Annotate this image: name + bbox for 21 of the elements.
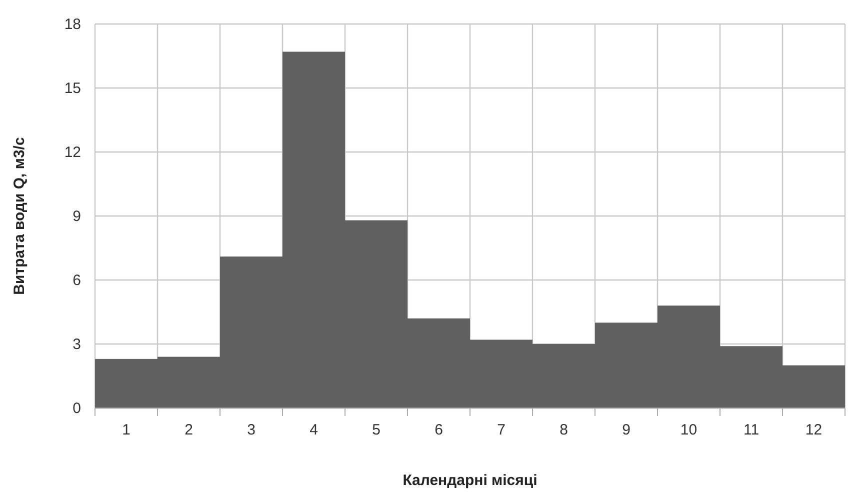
x-tick-label: 8 (560, 422, 568, 439)
x-tick-label: 7 (497, 422, 506, 439)
x-tick-label: 4 (310, 422, 318, 439)
x-tick-label: 1 (122, 422, 130, 439)
y-tick-label: 15 (64, 80, 81, 97)
y-axis-title: Витрата води Q, м3/с (11, 137, 28, 295)
x-tick-label: 5 (372, 422, 380, 439)
x-tick-label: 3 (247, 422, 256, 439)
x-tick-label: 12 (805, 422, 822, 439)
y-tick-label: 9 (72, 208, 81, 225)
y-tick-label: 3 (72, 336, 81, 353)
x-tick-label: 6 (434, 422, 443, 439)
y-tick-label: 12 (64, 144, 81, 161)
y-tick-label: 6 (72, 272, 81, 289)
x-axis-title: Календарні місяці (402, 472, 538, 489)
y-tick-label: 0 (72, 400, 81, 417)
x-tick-label: 2 (184, 422, 193, 439)
x-tick-label: 10 (680, 422, 698, 439)
x-tick-label: 11 (743, 422, 760, 439)
x-tick-label: 9 (622, 422, 630, 439)
y-tick-label: 18 (64, 16, 81, 33)
